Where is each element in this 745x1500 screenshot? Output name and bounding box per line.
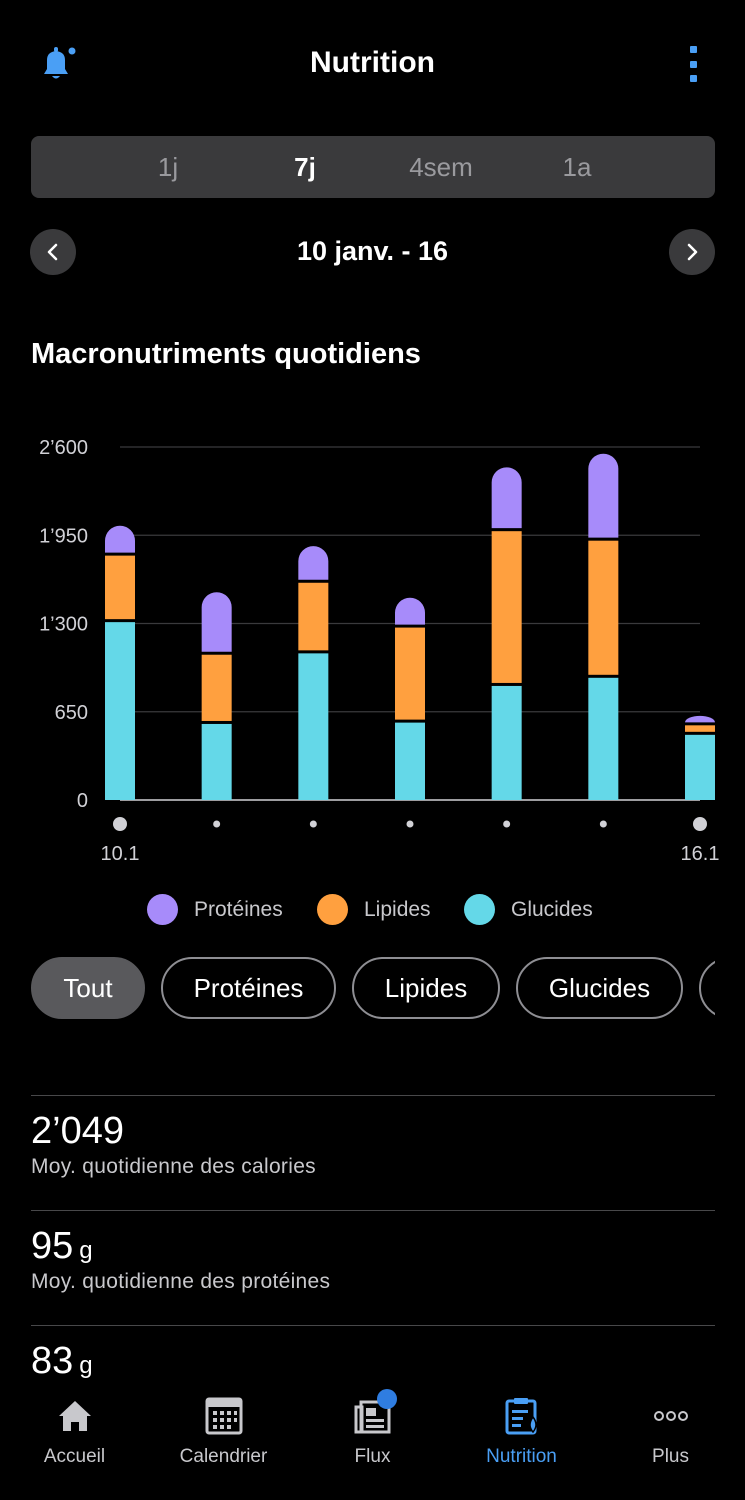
filter-chip-proteins[interactable]: Protéines [161, 957, 336, 1019]
y-tick-label: 1’300 [39, 614, 88, 636]
stat-proteins: 95 g Moy. quotidienne des protéines [31, 1210, 715, 1325]
period-tab-1a[interactable]: 1a [562, 152, 592, 182]
tab-flux[interactable]: Flux [298, 1380, 447, 1500]
legend-item-lipids: Lipides [317, 894, 431, 925]
bar-segment-lipides [395, 627, 425, 720]
bar-segment-glucides [201, 723, 232, 800]
app-header: Nutrition [0, 0, 745, 130]
bottom-tab-bar: Accueil Calendrier Flux [0, 1380, 745, 1500]
bar-segment-glucides [298, 653, 329, 800]
page-title: Nutrition [310, 46, 435, 79]
filter-chip-carbs[interactable]: Glucides [516, 957, 683, 1019]
bar-segment-protéines [395, 597, 425, 625]
previous-period-button[interactable] [30, 229, 76, 275]
bar-segment-glucides [491, 685, 522, 800]
legend-label-proteins: Protéines [194, 897, 283, 921]
legend-swatch-proteins [147, 894, 178, 925]
filter-chip-more[interactable] [699, 957, 715, 1019]
notification-badge [377, 1389, 397, 1409]
macronutrients-chart: 0 650 1’300 1’950 2’600 10.1 16.1 [39, 437, 720, 865]
bar-segment-lipides [201, 654, 232, 721]
period-selector: 1j 7j 4sem 1a [31, 136, 715, 198]
bar-segment-lipides [298, 582, 329, 651]
legend-label-carbs: Glucides [511, 897, 593, 921]
nutrition-icon [505, 1398, 537, 1435]
bar-segment-glucides [105, 622, 135, 800]
bar-segment-protéines [105, 525, 135, 553]
stat-value: 83 g [31, 1340, 93, 1382]
bar-segment-lipides [105, 555, 135, 620]
x-tick-dot [309, 820, 317, 828]
chart-title: Macronutriments quotidiens [31, 338, 421, 370]
x-tick-dot [113, 817, 127, 831]
tab-label: Nutrition [486, 1446, 557, 1467]
legend-item-proteins: Protéines [147, 894, 283, 925]
next-period-button[interactable] [669, 229, 715, 275]
tab-accueil[interactable]: Accueil [0, 1380, 149, 1500]
bar-segment-lipides [491, 531, 522, 683]
chart-legend: Protéines Lipides Glucides [0, 894, 745, 928]
tab-label: Accueil [43, 1446, 106, 1467]
bar-segment-lipides [588, 540, 619, 675]
y-tick-label: 650 [55, 702, 88, 724]
tab-label: Flux [354, 1446, 391, 1467]
newsfeed-icon [354, 1400, 390, 1434]
macro-filter-chips: Tout Protéines Lipides Glucides [31, 957, 715, 1019]
x-tick-dot [599, 820, 607, 828]
y-tick-label: 2’600 [39, 437, 88, 459]
filter-chip-lipids[interactable]: Lipides [352, 957, 500, 1019]
stat-calories: 2’049 Moy. quotidienne des calories [31, 1095, 715, 1210]
x-tick-dot [213, 820, 221, 828]
more-options-icon[interactable] [681, 44, 705, 84]
date-range-label: 10 janv. - 16 [296, 236, 449, 266]
period-tab-1j[interactable]: 1j [157, 152, 179, 182]
bar-segment-protéines [685, 715, 715, 723]
stat-label: Moy. quotidienne des protéines [31, 1270, 331, 1293]
home-icon [58, 1401, 91, 1431]
x-tick-dot [406, 820, 414, 828]
period-tab-4sem[interactable]: 4sem [409, 152, 473, 182]
legend-item-carbs: Glucides [464, 894, 593, 925]
bar-segment-glucides [685, 734, 715, 800]
bar-segment-protéines [298, 546, 329, 580]
stat-label: Moy. quotidienne des calories [31, 1155, 316, 1178]
legend-label-lipids: Lipides [364, 897, 431, 921]
bar-segment-lipides [685, 725, 715, 732]
bar-segment-protéines [588, 453, 619, 538]
x-tick-label: 16.1 [681, 843, 720, 865]
period-tab-7j[interactable]: 7j [294, 152, 316, 182]
tab-label: Plus [652, 1446, 689, 1467]
bar-segment-glucides [588, 677, 619, 800]
more-icon [653, 1411, 688, 1421]
x-tick-dot [693, 817, 707, 831]
calendar-icon [205, 1397, 242, 1435]
legend-swatch-carbs [464, 894, 495, 925]
x-tick-label: 10.1 [101, 843, 140, 865]
tab-label: Calendrier [179, 1446, 268, 1467]
chevron-right-icon [687, 243, 698, 261]
x-tick-dot [503, 820, 511, 828]
bell-icon[interactable] [36, 44, 76, 84]
chevron-left-icon [47, 243, 58, 261]
filter-chip-all[interactable]: Tout [31, 957, 145, 1019]
stat-value: 2’049 [31, 1110, 124, 1152]
tab-nutrition[interactable]: Nutrition [447, 1380, 596, 1500]
y-tick-label: 0 [77, 790, 88, 812]
bar-segment-protéines [491, 467, 522, 529]
bar-segment-protéines [201, 592, 232, 652]
y-tick-label: 1’950 [39, 525, 88, 547]
legend-swatch-lipids [317, 894, 348, 925]
tab-calendrier[interactable]: Calendrier [149, 1380, 298, 1500]
stat-value: 95 g [31, 1225, 93, 1267]
tab-plus[interactable]: Plus [596, 1380, 745, 1500]
stat-lipids: 83 g [31, 1325, 715, 1440]
nutrition-stats: 2’049 Moy. quotidienne des calories 95 g … [31, 1095, 715, 1440]
bar-segment-glucides [395, 722, 425, 800]
